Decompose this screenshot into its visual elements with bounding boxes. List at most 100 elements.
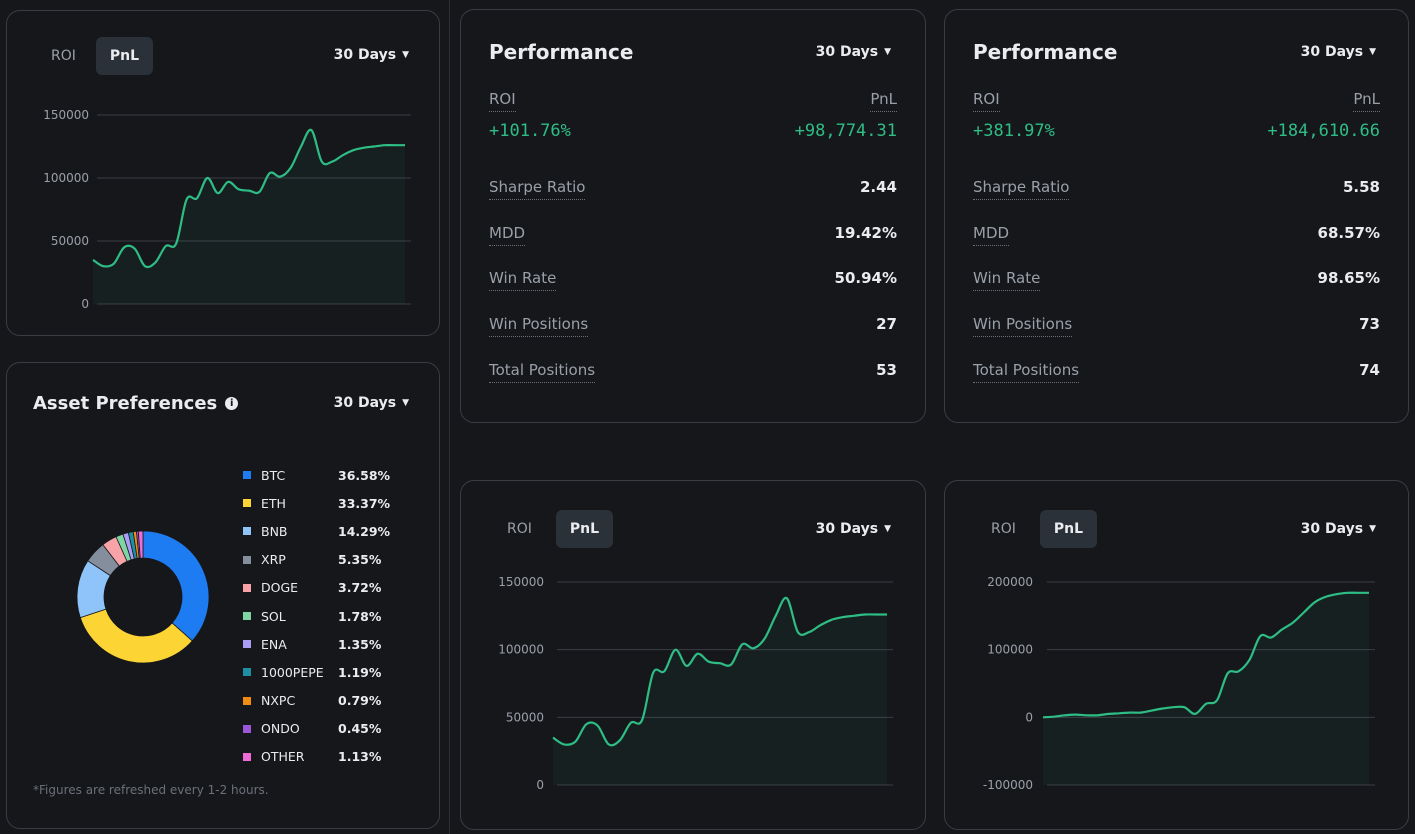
sharpe-ratio-value: 2.44 <box>859 178 897 196</box>
legend-swatch <box>243 471 251 480</box>
series-line[interactable] <box>92 128 405 269</box>
tab-roi[interactable]: ROI <box>507 521 532 537</box>
donut-slice-btc[interactable] <box>142 530 210 642</box>
period-dropdown[interactable]: 30 Days ▼ <box>334 47 409 63</box>
legend-asset-name: 1000PEPE <box>261 664 324 680</box>
caret-down-icon: ▼ <box>402 398 409 408</box>
legend-asset-name: NXPC <box>261 693 296 709</box>
legend-item-1000pepe[interactable]: 1000PEPE 1.19% <box>243 658 413 686</box>
period-dropdown[interactable]: 30 Days ▼ <box>816 44 891 60</box>
legend-item-ena[interactable]: ENA 1.35% <box>243 630 413 658</box>
legend-asset-percent: 3.72% <box>338 580 382 596</box>
roi-value: +101.76% <box>489 121 571 141</box>
legend-swatch <box>243 668 251 677</box>
y-tick-label: 150000 <box>498 575 544 589</box>
legend-item-sol[interactable]: SOL 1.78% <box>243 602 413 630</box>
period-label: 30 Days <box>815 44 879 60</box>
period-label: 30 Days <box>333 395 397 411</box>
tab-pnl[interactable]: PnL <box>555 510 614 548</box>
y-tick-label: 0 <box>1025 710 1033 724</box>
donut-slice-other[interactable] <box>137 530 144 559</box>
legend-asset-name: XRP <box>261 552 286 568</box>
asset-legend: BTC 36.58% ETH 33.37% BNB 14.29% XRP 5.35% DOGE 3… <box>243 461 413 771</box>
period-label: 30 Days <box>1300 521 1364 537</box>
caret-down-icon: ▼ <box>402 50 409 60</box>
pnl-line-chart: 150000 100000 50000 0 <box>498 575 893 792</box>
legend-asset-name: ENA <box>261 636 287 652</box>
period-dropdown[interactable]: 30 Days ▼ <box>816 521 891 537</box>
pnl-heading: PnL <box>870 90 897 112</box>
period-dropdown[interactable]: 30 Days ▼ <box>334 395 409 411</box>
win-positions-label: Win Positions <box>973 315 1073 337</box>
legend-item-doge[interactable]: DOGE 3.72% <box>243 574 413 602</box>
legend-asset-percent: 1.13% <box>338 749 382 765</box>
series-line[interactable] <box>552 596 887 747</box>
period-label: 30 Days <box>1300 44 1364 60</box>
tab-roi[interactable]: ROI <box>51 48 76 64</box>
win-rate-label: Win Rate <box>489 269 557 291</box>
total-positions-value: 74 <box>1359 361 1380 379</box>
pnl-line-chart: 200000 100000 0 -100000 <box>983 575 1375 792</box>
pnl-chart-card: ROI PnL 30 Days ▼ 150000 100000 50000 0 <box>6 10 440 336</box>
legend-item-xrp[interactable]: XRP 5.35% <box>243 546 413 574</box>
caret-down-icon: ▼ <box>884 47 891 57</box>
roi-value: +381.97% <box>973 121 1055 141</box>
legend-item-nxpc[interactable]: NXPC 0.79% <box>243 687 413 715</box>
pnl-value: +98,774.31 <box>794 121 897 141</box>
info-icon[interactable]: i <box>225 397 239 410</box>
period-dropdown[interactable]: 30 Days ▼ <box>1301 44 1376 60</box>
pnl-heading: PnL <box>1353 90 1380 112</box>
tab-roi[interactable]: ROI <box>991 521 1016 537</box>
donut-slice-eth[interactable] <box>79 608 193 664</box>
win-positions-value: 73 <box>1359 315 1380 333</box>
caret-down-icon: ▼ <box>1369 47 1376 57</box>
performance-title: Performance <box>489 40 634 64</box>
series-line[interactable] <box>1042 591 1369 719</box>
legend-asset-name: BTC <box>261 467 286 483</box>
tab-pnl[interactable]: PnL <box>95 37 154 75</box>
series-area <box>553 597 887 785</box>
asset-donut-chart <box>76 530 210 664</box>
legend-item-eth[interactable]: ETH 33.37% <box>243 489 413 517</box>
y-tick-label: 100000 <box>498 643 544 657</box>
legend-swatch <box>243 640 251 649</box>
legend-item-bnb[interactable]: BNB 14.29% <box>243 517 413 545</box>
period-label: 30 Days <box>333 47 397 63</box>
legend-asset-percent: 1.19% <box>338 664 382 680</box>
legend-asset-percent: 5.35% <box>338 552 382 568</box>
legend-swatch <box>243 499 251 508</box>
total-positions-label: Total Positions <box>973 361 1080 383</box>
legend-asset-name: SOL <box>261 608 286 624</box>
performance-title: Performance <box>973 40 1118 64</box>
win-rate-value: 98.65% <box>1317 269 1380 287</box>
pnl-chart-card: ROI PnL 30 Days ▼ 150000 100000 50000 0 <box>460 480 926 830</box>
period-label: 30 Days <box>815 521 879 537</box>
legend-swatch <box>243 696 251 705</box>
legend-item-other[interactable]: OTHER 1.13% <box>243 743 413 771</box>
legend-swatch <box>243 752 251 761</box>
pnl-chart-card: ROI PnL 30 Days ▼ 200000 100000 0 -100000 <box>944 480 1409 830</box>
pnl-line-chart: 150000 100000 50000 0 <box>43 108 411 311</box>
legend-asset-percent: 1.78% <box>338 608 382 624</box>
total-positions-label: Total Positions <box>489 361 596 383</box>
legend-item-ondo[interactable]: ONDO 0.45% <box>243 715 413 743</box>
asset-preferences-title: Asset Preferences <box>33 393 218 414</box>
y-tick-label: 0 <box>536 778 544 792</box>
legend-asset-percent: 0.79% <box>338 693 382 709</box>
legend-asset-name: ONDO <box>261 721 300 737</box>
sharpe-ratio-label: Sharpe Ratio <box>489 178 586 200</box>
legend-swatch <box>243 724 251 733</box>
legend-item-btc[interactable]: BTC 36.58% <box>243 461 413 489</box>
performance-card-1: Performance 30 Days ▼ ROI PnL +101.76% +… <box>460 9 926 423</box>
sharpe-ratio-value: 5.58 <box>1342 178 1380 196</box>
asset-preferences-card: Asset Preferences i 30 Days ▼ BTC 36.58% E… <box>6 362 440 829</box>
tab-pnl[interactable]: PnL <box>1039 510 1098 548</box>
total-positions-value: 53 <box>876 361 897 379</box>
legend-asset-name: ETH <box>261 495 286 511</box>
series-area <box>93 129 405 304</box>
performance-card-2: Performance 30 Days ▼ ROI PnL +381.97% +… <box>944 9 1409 423</box>
mdd-label: MDD <box>973 224 1010 246</box>
y-tick-label: 50000 <box>51 234 89 248</box>
legend-asset-percent: 36.58% <box>338 467 391 483</box>
period-dropdown[interactable]: 30 Days ▼ <box>1301 521 1376 537</box>
